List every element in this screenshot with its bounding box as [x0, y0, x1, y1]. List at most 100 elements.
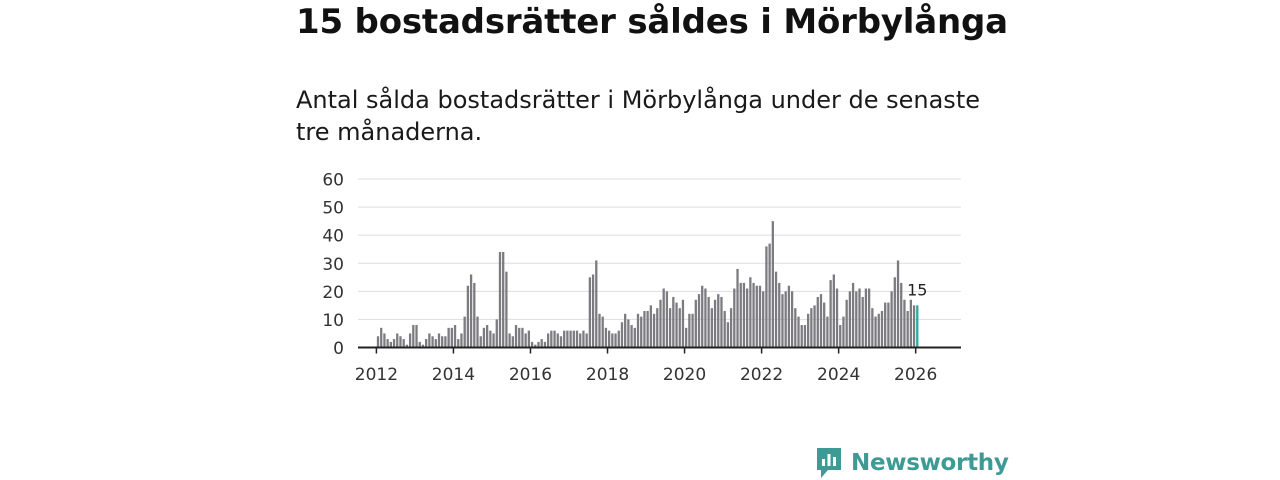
bar [514, 325, 518, 348]
bar [848, 291, 852, 348]
bar [611, 333, 614, 348]
x-tick-label: 2012 [355, 365, 398, 385]
bar [437, 333, 441, 348]
bar [778, 282, 781, 348]
bar [803, 325, 807, 348]
bar [768, 243, 771, 348]
bar [855, 291, 858, 348]
bar [559, 336, 563, 348]
bar [736, 268, 739, 348]
bar [598, 313, 601, 348]
bar [505, 271, 508, 348]
bar [434, 339, 437, 348]
bar [524, 333, 527, 348]
x-tick-label: 2016 [509, 365, 552, 385]
bar [518, 327, 521, 348]
bar [787, 285, 791, 348]
bar [502, 252, 505, 348]
bar [755, 285, 758, 348]
bar [688, 313, 691, 348]
bar [746, 288, 749, 348]
bar [839, 325, 842, 348]
bar [790, 291, 794, 348]
bar [710, 308, 713, 348]
bar [607, 330, 611, 348]
bar [591, 274, 595, 348]
bar [640, 316, 643, 348]
bar [871, 308, 874, 348]
bar [858, 288, 861, 348]
bar [495, 319, 498, 348]
bar [553, 330, 556, 348]
bar [473, 282, 476, 348]
bar [851, 282, 855, 348]
bar [566, 330, 569, 348]
bar [556, 333, 559, 348]
bar-highlight [916, 305, 919, 348]
bar [585, 333, 588, 348]
bar [428, 333, 431, 348]
bar [489, 330, 492, 348]
bar [877, 313, 880, 348]
bar [399, 336, 402, 348]
chart-subtitle: Antal sålda bostadsrätter i Mörbylånga u… [296, 86, 980, 146]
bar [444, 336, 447, 348]
bar [704, 288, 707, 348]
bar [707, 296, 710, 348]
y-tick-label: 50 [322, 199, 344, 219]
bar [636, 313, 640, 348]
y-tick-label: 0 [333, 339, 344, 359]
bar [453, 325, 457, 348]
bar [896, 260, 900, 348]
bar [733, 288, 736, 348]
x-tick-label: 2018 [586, 365, 629, 385]
bar [874, 316, 877, 348]
bar [617, 330, 620, 348]
bar [380, 327, 383, 348]
bar [633, 327, 636, 348]
bar [829, 280, 832, 348]
bar [694, 299, 697, 348]
bar [396, 333, 399, 348]
x-tick-label: 2020 [663, 365, 706, 385]
bar [527, 330, 531, 348]
bar [887, 302, 890, 348]
bar [678, 308, 681, 348]
bar [816, 296, 819, 348]
bar [575, 330, 579, 348]
y-axis-ticks: 0 10 20 30 40 50 60 [322, 171, 344, 360]
bar [900, 282, 903, 348]
bar [595, 260, 598, 348]
bar [425, 339, 428, 348]
bar [890, 291, 893, 348]
bar [604, 327, 608, 348]
y-tick-label: 10 [322, 311, 344, 331]
bar [819, 294, 823, 348]
bar [909, 299, 913, 348]
gridlines [358, 178, 961, 320]
bar [485, 325, 489, 348]
bar [376, 336, 380, 348]
bar [864, 288, 868, 348]
y-tick-label: 20 [322, 283, 344, 303]
bar [665, 291, 669, 348]
data-labels: 15 [907, 280, 927, 299]
bar [720, 296, 723, 348]
bars [376, 221, 919, 348]
bar [476, 316, 479, 348]
bar [392, 339, 396, 348]
bar [579, 333, 582, 348]
bar [460, 333, 463, 348]
bar [447, 327, 450, 348]
bar [765, 246, 768, 348]
bar [457, 339, 460, 348]
x-tick-label: 2024 [817, 365, 860, 385]
bar [569, 330, 572, 348]
bar [614, 333, 617, 348]
bar [572, 330, 575, 348]
bar [861, 296, 864, 348]
bar [713, 299, 717, 348]
bar [521, 327, 524, 348]
bar [543, 341, 547, 348]
bar [627, 319, 630, 348]
